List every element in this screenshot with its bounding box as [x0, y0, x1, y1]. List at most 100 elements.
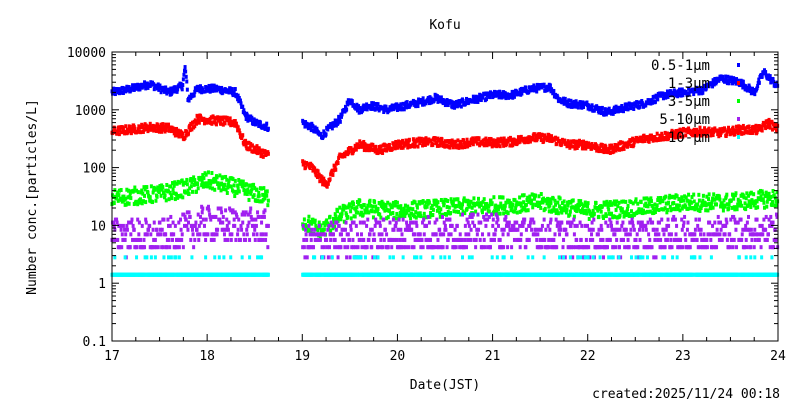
data-point [115, 129, 119, 134]
series-1 [110, 113, 780, 189]
data-point [132, 227, 136, 232]
data-point [772, 245, 776, 250]
data-point [435, 97, 439, 102]
data-point [250, 115, 254, 120]
data-point [596, 105, 600, 110]
data-point [158, 125, 162, 130]
data-point [506, 211, 510, 216]
data-point [184, 74, 188, 79]
data-point [762, 200, 766, 205]
data-point [352, 255, 356, 260]
data-point [518, 209, 522, 214]
data-point [213, 176, 217, 181]
data-point [699, 232, 703, 237]
data-point [586, 223, 590, 228]
data-point [184, 69, 188, 74]
data-point [168, 245, 172, 250]
data-point [360, 245, 364, 250]
data-point [453, 105, 457, 110]
data-point [217, 206, 221, 211]
data-point [681, 93, 685, 98]
data-point [764, 190, 768, 195]
data-point [208, 212, 212, 217]
data-point [235, 214, 239, 219]
data-point [414, 210, 418, 215]
data-point [333, 118, 337, 123]
data-point [447, 255, 451, 260]
data-point [711, 196, 715, 201]
data-point [407, 223, 411, 228]
data-point [612, 105, 616, 110]
data-point [576, 205, 580, 210]
data-point [371, 204, 375, 209]
data-point [378, 150, 382, 155]
data-point [648, 209, 652, 214]
data-point [471, 142, 475, 147]
data-point [585, 100, 589, 105]
data-point [743, 245, 747, 250]
data-point [475, 232, 479, 237]
data-point [196, 212, 200, 217]
data-point [429, 138, 433, 143]
data-point [713, 76, 717, 81]
data-point [406, 145, 410, 150]
data-point [350, 220, 354, 225]
data-point [172, 232, 176, 237]
data-point [655, 206, 659, 211]
data-point [339, 232, 343, 237]
data-point [395, 211, 399, 216]
data-point [402, 210, 406, 215]
data-point [514, 227, 518, 232]
data-point [693, 232, 697, 237]
data-point [172, 183, 176, 188]
data-point [346, 215, 350, 220]
data-point [712, 245, 716, 250]
data-point [223, 237, 227, 242]
data-point [252, 182, 256, 187]
data-point [442, 200, 446, 205]
data-point [158, 83, 162, 88]
data-point [676, 135, 680, 140]
data-point [260, 214, 264, 219]
data-point [633, 138, 637, 143]
data-point [449, 197, 453, 202]
data-point [266, 203, 270, 208]
data-point [207, 208, 211, 213]
data-point [646, 220, 650, 225]
data-point [149, 255, 153, 260]
data-point [609, 220, 613, 225]
data-point [232, 189, 236, 194]
data-point [656, 97, 660, 102]
data-point [181, 83, 185, 88]
data-point [566, 203, 570, 208]
data-point [114, 237, 118, 242]
data-point [343, 227, 347, 232]
data-point [701, 86, 705, 91]
data-point [542, 217, 546, 222]
data-point [728, 128, 732, 133]
data-point [336, 161, 340, 166]
data-point [168, 88, 172, 93]
data-point [261, 192, 265, 197]
data-point [739, 200, 743, 205]
data-point [115, 194, 119, 199]
data-point [390, 245, 394, 250]
data-point [500, 95, 504, 100]
data-point [625, 232, 629, 237]
data-point [482, 214, 486, 219]
data-point [179, 81, 183, 86]
data-point [705, 194, 709, 199]
data-point [774, 237, 778, 242]
data-point [209, 179, 213, 184]
data-point [580, 142, 584, 147]
data-point [448, 145, 452, 150]
data-point [512, 237, 516, 242]
data-point [466, 202, 470, 207]
data-point [386, 245, 390, 250]
data-point [237, 177, 241, 182]
data-point [739, 217, 743, 222]
data-point [454, 209, 458, 214]
data-point [548, 138, 552, 143]
data-point [702, 202, 706, 207]
data-point [411, 207, 415, 212]
